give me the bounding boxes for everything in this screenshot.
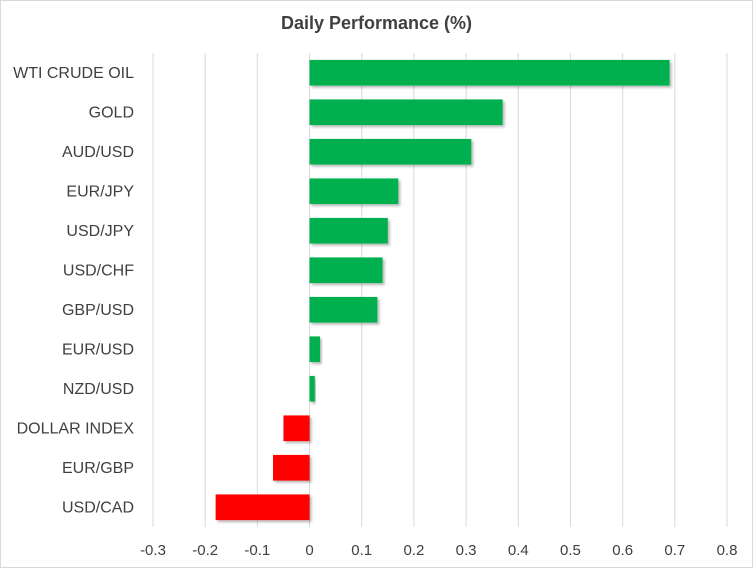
x-tick-label: 0.5 bbox=[560, 542, 581, 559]
x-tick-label: 0.8 bbox=[717, 542, 738, 559]
category-label: EUR/JPY bbox=[66, 183, 134, 200]
category-label: DOLLAR INDEX bbox=[17, 420, 135, 437]
category-labels: WTI CRUDE OIL GOLD AUD/USD EUR/JPY USD/JPY US… bbox=[13, 65, 134, 517]
x-tick-label: 0.1 bbox=[351, 542, 372, 559]
chart-title: Daily Performance (%) bbox=[280, 13, 473, 33]
x-tick-label: 0.7 bbox=[664, 542, 685, 559]
x-tick-label: -0.2 bbox=[192, 542, 218, 559]
category-label: USD/CHF bbox=[63, 262, 134, 279]
x-tick-label: 0.4 bbox=[508, 542, 529, 559]
category-label: WTI CRUDE OIL bbox=[13, 65, 134, 82]
category-label: GOLD bbox=[89, 104, 134, 121]
bar bbox=[309, 375, 315, 402]
bar bbox=[309, 257, 383, 284]
bar bbox=[309, 59, 670, 86]
category-label: GBP/USD bbox=[62, 302, 134, 319]
bar bbox=[283, 415, 310, 442]
bar bbox=[215, 494, 310, 521]
bar bbox=[309, 178, 399, 205]
category-label: AUD/USD bbox=[62, 144, 134, 161]
x-tick-label: 0.2 bbox=[403, 542, 424, 559]
bar bbox=[309, 336, 320, 363]
bar bbox=[309, 138, 472, 165]
x-tick-label: 0.3 bbox=[456, 542, 477, 559]
bar bbox=[273, 454, 310, 481]
bar bbox=[309, 217, 388, 244]
bar bbox=[309, 99, 503, 126]
category-label: EUR/USD bbox=[62, 341, 134, 358]
category-label: EUR/GBP bbox=[62, 460, 134, 477]
gridlines bbox=[152, 53, 728, 527]
category-label: USD/JPY bbox=[66, 223, 134, 240]
bars bbox=[215, 59, 670, 521]
x-tick-labels: -0.3 -0.2 -0.1 0 0.1 0.2 0.3 0.4 0.5 0.6 0.7 0.8 bbox=[140, 542, 737, 559]
x-tick-label: -0.1 bbox=[244, 542, 270, 559]
x-tick-label: -0.3 bbox=[140, 542, 166, 559]
x-tick-label: 0 bbox=[305, 542, 313, 559]
x-tick-label: 0.6 bbox=[612, 542, 633, 559]
category-label: USD/CAD bbox=[62, 499, 134, 516]
category-label: NZD/USD bbox=[63, 381, 134, 398]
bar bbox=[309, 296, 378, 323]
